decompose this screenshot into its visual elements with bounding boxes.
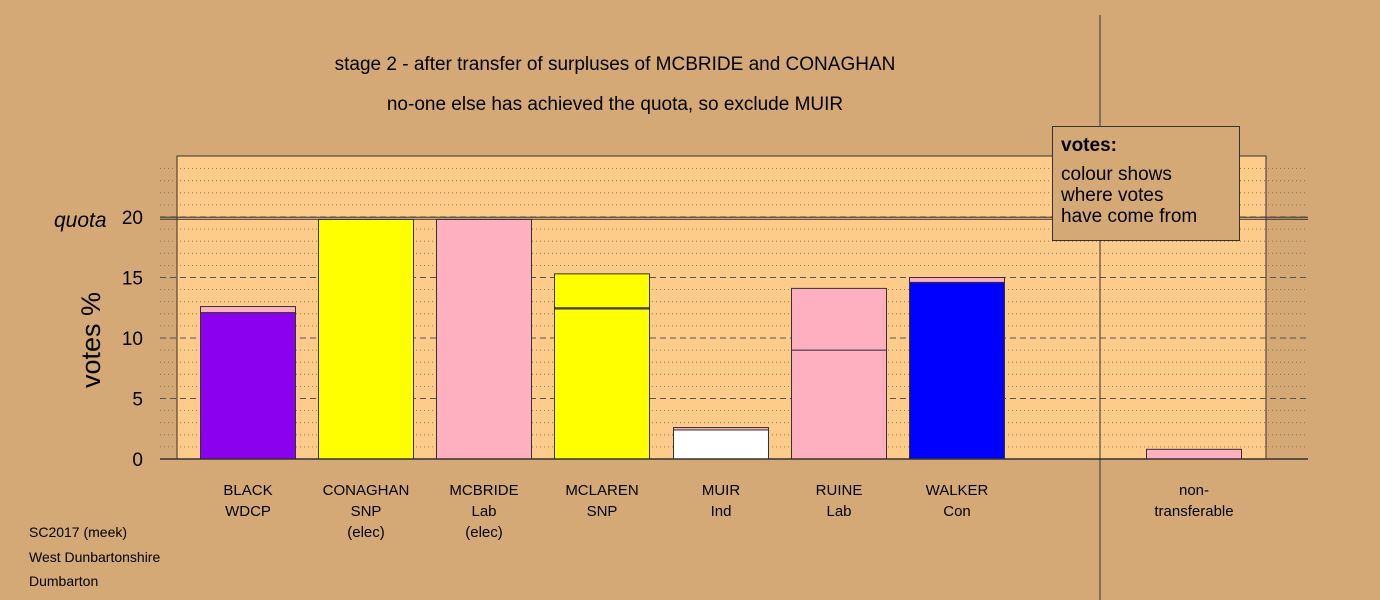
legend: votes: colour shows where votes have com… xyxy=(1052,126,1240,241)
bar-segment xyxy=(1146,448,1242,460)
category-label: Con xyxy=(943,503,971,520)
category-label: MUIR xyxy=(702,482,740,499)
bar-segment xyxy=(436,218,532,460)
quota-label: quota xyxy=(54,209,107,232)
bar-segment xyxy=(200,312,296,460)
category-label: BLACK xyxy=(223,482,272,499)
y-tick-label: 20 xyxy=(122,208,143,229)
category-label: Ind xyxy=(711,503,732,520)
bar-segment xyxy=(791,287,887,351)
category-label: MCBRIDE xyxy=(449,482,518,499)
bar-segment xyxy=(673,427,769,431)
bar-segment xyxy=(554,308,650,460)
category-label: Lab xyxy=(471,503,496,520)
category-label: Lab xyxy=(826,503,851,520)
category-label: WDCP xyxy=(225,503,271,520)
y-tick-label: 0 xyxy=(132,450,143,471)
bar-segment xyxy=(909,277,1005,283)
category-label: RUINE xyxy=(816,482,863,499)
category-label: WALKER xyxy=(926,482,989,499)
footer-source: SC2017 (meek) xyxy=(29,524,128,540)
chart-subtitle: no-one else has achieved the quota, so e… xyxy=(386,94,844,115)
category-label: transferable xyxy=(1154,503,1233,520)
category-label: MCLAREN xyxy=(565,482,638,499)
footer-region: West Dunbartonshire xyxy=(29,549,161,565)
bar-segment xyxy=(909,281,1005,460)
category-label: non- xyxy=(1179,482,1209,499)
category-label: SNP xyxy=(587,503,618,520)
bar-segment xyxy=(673,429,769,460)
bar-segment xyxy=(200,306,296,314)
footer-ward: Dumbarton xyxy=(29,573,99,589)
category-label: SNP xyxy=(351,503,382,520)
category-label: (elec) xyxy=(465,524,503,541)
y-tick-label: 15 xyxy=(122,269,143,290)
bar-segment xyxy=(791,349,887,460)
legend-text: colour shows where votes have come from xyxy=(1061,164,1198,227)
category-label: (elec) xyxy=(347,524,385,541)
legend-title: votes: xyxy=(1061,135,1117,156)
bar-segment xyxy=(318,218,414,460)
y-axis-label: votes % xyxy=(76,292,106,388)
y-tick-label: 10 xyxy=(122,329,143,350)
bar-segment xyxy=(554,273,650,309)
y-tick-label: 5 xyxy=(132,390,143,411)
category-label: CONAGHAN xyxy=(323,482,410,499)
chart-title: stage 2 - after transfer of surpluses of… xyxy=(334,54,896,75)
